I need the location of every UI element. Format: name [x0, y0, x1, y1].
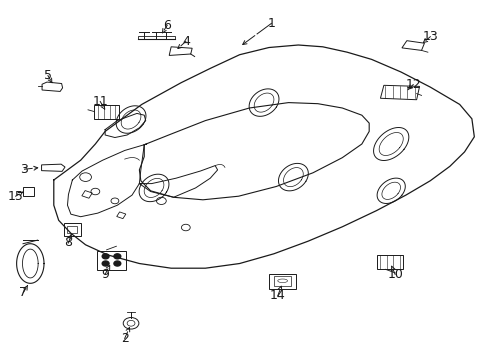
- Text: 12: 12: [405, 78, 420, 91]
- Circle shape: [114, 254, 121, 259]
- Bar: [273, 276, 291, 286]
- Text: 8: 8: [64, 237, 72, 249]
- Text: 1: 1: [267, 17, 275, 30]
- Bar: [94, 105, 119, 119]
- Text: 9: 9: [101, 268, 109, 281]
- Text: 3: 3: [20, 163, 28, 176]
- Bar: [97, 251, 126, 270]
- Circle shape: [102, 254, 109, 259]
- Text: 5: 5: [44, 69, 52, 82]
- Text: 4: 4: [182, 35, 189, 48]
- Text: 14: 14: [269, 289, 285, 302]
- Text: 10: 10: [386, 268, 402, 281]
- Bar: [63, 223, 81, 236]
- Circle shape: [114, 261, 121, 266]
- Text: 2: 2: [121, 332, 128, 345]
- Bar: [268, 274, 295, 289]
- Text: 15: 15: [8, 190, 23, 203]
- Text: 6: 6: [163, 19, 171, 32]
- Bar: [67, 226, 77, 233]
- Bar: [376, 255, 403, 269]
- Circle shape: [102, 261, 109, 266]
- Text: 11: 11: [92, 95, 108, 108]
- Text: 7: 7: [20, 286, 27, 299]
- Text: 13: 13: [422, 30, 437, 43]
